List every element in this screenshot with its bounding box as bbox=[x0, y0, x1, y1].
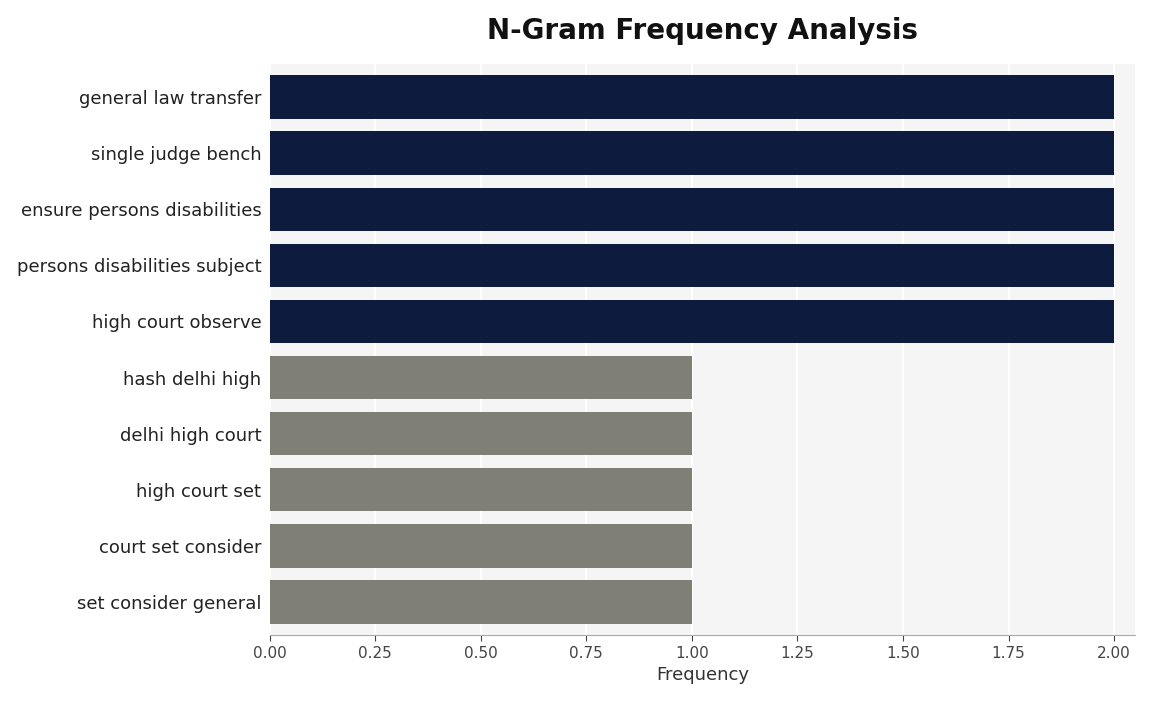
Bar bbox=[270, 411, 692, 456]
Bar bbox=[270, 580, 692, 624]
Bar bbox=[270, 468, 692, 512]
Bar bbox=[270, 243, 1114, 287]
Bar bbox=[270, 76, 1114, 119]
Bar bbox=[270, 355, 692, 400]
Bar bbox=[270, 188, 1114, 231]
Title: N-Gram Frequency Analysis: N-Gram Frequency Analysis bbox=[487, 17, 918, 45]
Bar bbox=[270, 524, 692, 568]
Bar bbox=[270, 132, 1114, 175]
Bar bbox=[270, 299, 1114, 343]
X-axis label: Frequency: Frequency bbox=[655, 667, 749, 684]
